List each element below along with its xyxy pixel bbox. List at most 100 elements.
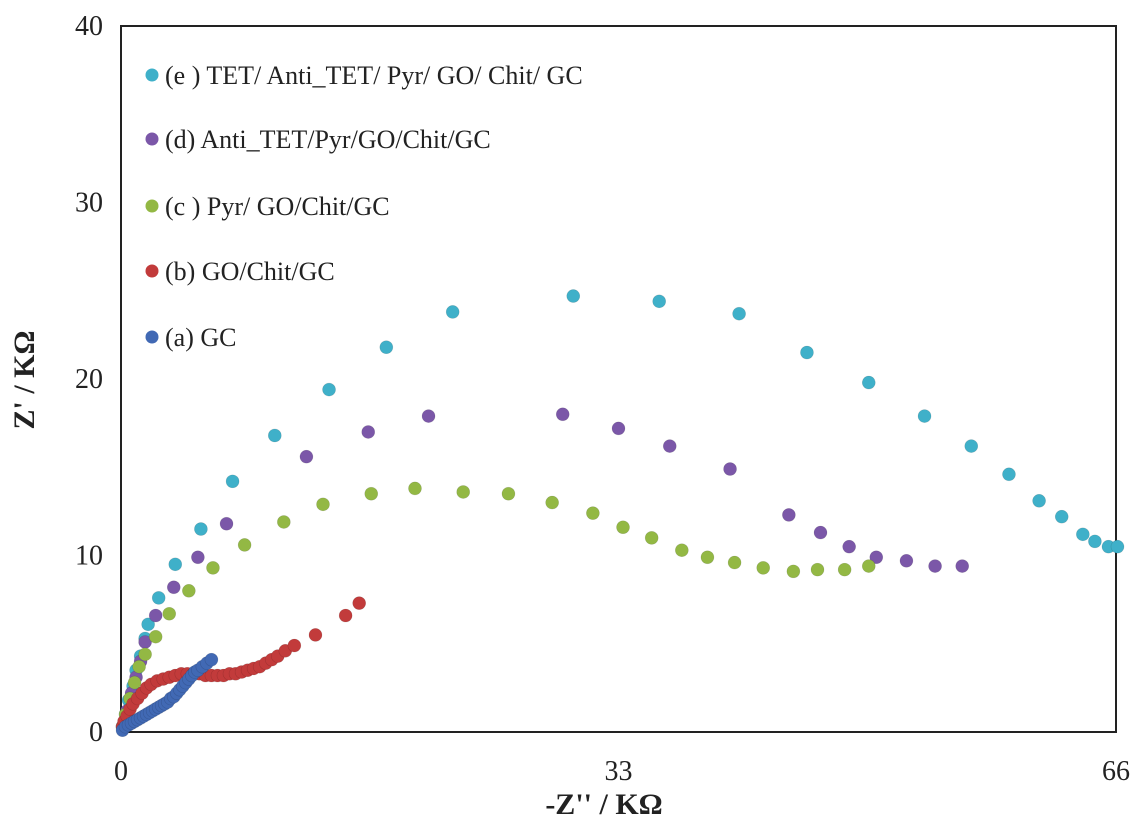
data-point <box>408 481 422 496</box>
data-point <box>652 294 667 309</box>
legend-label: (b) GO/Chit/GC <box>165 257 335 286</box>
data-point <box>555 407 570 422</box>
data-point <box>194 522 208 536</box>
legend-marker <box>145 132 159 146</box>
data-point <box>225 474 240 489</box>
data-point <box>800 345 814 360</box>
data-point <box>756 561 771 575</box>
data-point <box>338 608 353 623</box>
data-point <box>899 553 914 568</box>
data-point <box>182 583 196 598</box>
data-point <box>810 562 825 577</box>
data-point <box>191 550 205 565</box>
data-point <box>456 485 471 499</box>
data-point <box>782 508 796 522</box>
data-point <box>700 550 715 565</box>
data-point <box>206 561 220 575</box>
data-point <box>964 439 979 453</box>
y-tick-label: 20 <box>75 364 103 395</box>
series-4 <box>115 652 219 738</box>
data-point <box>148 608 163 623</box>
data-point <box>237 538 252 552</box>
data-point <box>723 462 737 476</box>
data-point <box>869 550 884 565</box>
data-point <box>277 515 291 529</box>
data-point <box>928 559 942 573</box>
data-point <box>861 559 876 573</box>
y-tick-label: 10 <box>75 541 103 572</box>
data-point <box>727 555 742 570</box>
y-tick-label: 30 <box>75 188 103 219</box>
legend-marker <box>145 264 159 278</box>
data-point <box>132 659 146 674</box>
x-tick-label: 33 <box>605 756 633 787</box>
data-point <box>1076 527 1090 542</box>
y-tick-label: 0 <box>89 717 103 748</box>
data-point <box>1110 539 1125 554</box>
data-point <box>204 652 219 667</box>
data-point <box>316 497 330 512</box>
data-point <box>445 305 460 319</box>
data-point <box>955 559 970 573</box>
data-point <box>267 428 282 443</box>
data-point <box>1002 467 1016 482</box>
data-point <box>501 486 516 501</box>
x-tick-label: 0 <box>114 756 128 787</box>
y-axis-title: Z' / KΩ <box>8 330 41 429</box>
x-tick-label: 66 <box>1102 756 1130 787</box>
data-point <box>842 539 856 554</box>
data-point <box>1054 509 1069 524</box>
plot-area <box>120 25 1117 733</box>
data-point <box>168 557 183 572</box>
data-point <box>148 629 163 644</box>
data-point <box>162 606 177 621</box>
data-point <box>566 289 581 303</box>
data-point <box>917 409 932 423</box>
series-2 <box>115 481 876 734</box>
data-point <box>616 520 630 535</box>
data-point <box>837 562 852 577</box>
series-3 <box>115 596 366 734</box>
data-point <box>861 375 876 390</box>
data-point <box>127 675 142 690</box>
data-points <box>115 289 1125 738</box>
x-axis-ticks: 0 33 66 <box>114 756 1130 787</box>
legend-label: (d) Anti_TET/Pyr/GO/Chit/GC <box>165 125 491 154</box>
x-axis-title: -Z'' / KΩ <box>545 788 662 821</box>
data-point <box>141 617 155 632</box>
data-point <box>732 306 746 321</box>
data-point <box>322 382 336 397</box>
y-tick-label: 40 <box>75 11 103 42</box>
data-point <box>299 449 314 464</box>
data-point <box>421 409 436 423</box>
legend-marker <box>145 68 159 82</box>
legend-label: (c ) Pyr/ GO/Chit/GC <box>165 192 390 221</box>
data-point <box>379 340 394 355</box>
data-point <box>786 564 801 579</box>
data-point <box>611 421 626 436</box>
data-point <box>166 580 181 595</box>
data-point <box>151 591 166 605</box>
data-point <box>813 525 828 540</box>
legend-marker <box>145 330 159 344</box>
data-point <box>287 638 302 653</box>
legend: (e ) TET/ Anti_TET/ Pyr/ GO/ Chit/ GC (d)… <box>145 61 583 352</box>
data-point <box>675 543 689 558</box>
data-point <box>545 495 559 510</box>
data-point <box>586 506 600 520</box>
legend-label: (a) GC <box>165 323 236 352</box>
data-point <box>1032 493 1046 508</box>
data-point <box>138 647 152 662</box>
data-point <box>308 628 323 642</box>
data-point <box>364 486 379 501</box>
y-axis-ticks: 0 10 20 30 40 <box>75 11 103 748</box>
data-point <box>644 531 659 545</box>
data-point <box>219 516 234 531</box>
legend-label: (e ) TET/ Anti_TET/ Pyr/ GO/ Chit/ GC <box>165 61 583 90</box>
data-point <box>352 596 366 610</box>
data-point <box>1088 534 1102 549</box>
legend-marker <box>145 199 159 213</box>
data-point <box>662 439 677 453</box>
data-point <box>361 425 376 439</box>
